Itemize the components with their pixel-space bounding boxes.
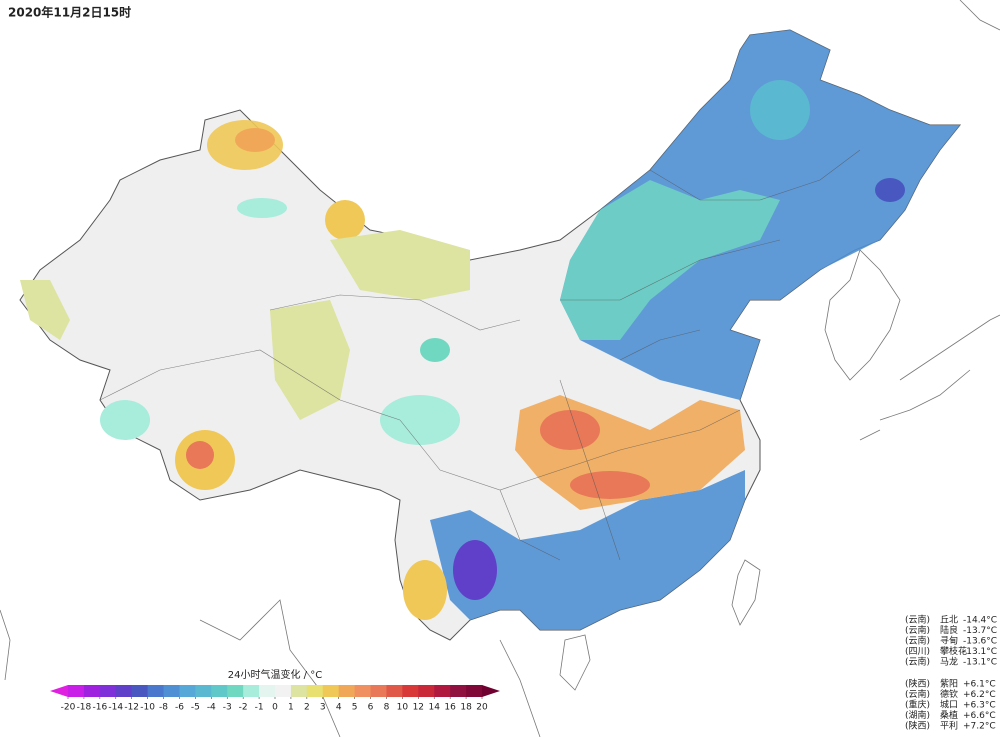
- station-name: 平利: [940, 720, 958, 732]
- color-cell: [227, 685, 244, 697]
- color-cell: [434, 685, 451, 697]
- station-name: 攀枝花: [940, 645, 967, 657]
- station-province: (云南): [905, 635, 930, 647]
- station-value: +6.6°C: [963, 711, 996, 721]
- station-province: (重庆): [905, 699, 930, 711]
- tick-label: 18: [460, 703, 472, 713]
- station-province: (云南): [905, 614, 930, 626]
- station-name: 丘北: [940, 615, 958, 626]
- tick-label: -6: [175, 703, 184, 713]
- tick-label: 4: [336, 703, 342, 713]
- tick-label: 6: [368, 703, 374, 713]
- color-cell: [466, 685, 483, 697]
- station-province: (陕西): [905, 678, 930, 690]
- station-value: -14.4°C: [963, 616, 997, 626]
- tick-label: 3: [320, 703, 326, 713]
- station-value: -13.1°C: [963, 647, 997, 657]
- station-province: (云南): [905, 656, 930, 668]
- station-name: 城口: [940, 700, 958, 711]
- station-value: -13.6°C: [963, 637, 997, 647]
- color-cell: [211, 685, 228, 697]
- tick-label: -14: [108, 703, 123, 713]
- province-borders: [99, 149, 861, 561]
- color-cell: [131, 685, 149, 697]
- tick-label: 16: [444, 703, 456, 713]
- station-value: -13.7°C: [963, 626, 997, 636]
- tick-label: 2: [304, 703, 310, 713]
- station-province: (云南): [905, 624, 930, 636]
- color-cell: [83, 685, 101, 697]
- station-province: (云南): [905, 688, 930, 700]
- tick-label: 8: [384, 703, 390, 713]
- station-province: (四川): [905, 647, 930, 657]
- station-list: (云南) 丘北 -14.4°C (云南) 陆良 -13.7°C (云南) 寻甸 -13.6°C (…: [905, 614, 997, 732]
- color-cell: [68, 685, 85, 697]
- tick-label: -12: [124, 703, 139, 713]
- tick-label: 10: [397, 703, 409, 713]
- arrow-below: [50, 685, 68, 697]
- tick-label: 5: [352, 703, 358, 713]
- tick-label: -18: [77, 703, 92, 713]
- tick-label: -10: [140, 703, 155, 713]
- color-cell: [450, 685, 467, 697]
- station-value: +7.2°C: [963, 722, 996, 732]
- colorbar: -20 -18 -16 -14 -12 -10 -8 -6 -5 -4 -3 -2 -1 0 1 2 3 4 5 6 8…: [50, 685, 500, 713]
- color-cell: [290, 685, 308, 697]
- color-cell: [179, 685, 196, 697]
- station-name: 寻甸: [940, 635, 958, 647]
- legend-title: 24小时气温变化 / °C: [228, 668, 322, 681]
- station-value: +6.2°C: [963, 690, 996, 700]
- color-cell: [338, 685, 356, 697]
- color-cell: [354, 685, 372, 697]
- station-name: 紫阳: [940, 679, 958, 690]
- tick-label: 0: [272, 703, 278, 713]
- color-cell: [275, 685, 292, 697]
- tick-label: 20: [476, 703, 488, 713]
- color-cell: [418, 685, 435, 697]
- station-name: 德钦: [940, 688, 958, 700]
- tick-label: 12: [413, 703, 424, 713]
- temperature-change-field: [20, 30, 960, 630]
- station-name: 桑植: [940, 709, 958, 721]
- color-cell: [195, 685, 212, 697]
- color-cell: [163, 685, 180, 697]
- color-cell: [370, 685, 387, 697]
- color-cell: [322, 685, 340, 697]
- tick-label: -5: [191, 703, 200, 713]
- tick-label: -16: [92, 703, 107, 713]
- color-cell: [402, 685, 419, 697]
- arrow-above: [482, 685, 500, 697]
- map-title: 2020年11月2日15时: [8, 5, 131, 20]
- station-value: +6.1°C: [963, 680, 996, 690]
- tick-label: -8: [159, 703, 168, 713]
- tick-label: 1: [288, 703, 294, 713]
- station-value: +6.3°C: [963, 701, 996, 711]
- station-name: 陆良: [940, 624, 958, 636]
- tick-label: 14: [429, 703, 441, 713]
- color-cell: [306, 685, 324, 697]
- tick-label: -2: [239, 703, 248, 713]
- color-cell: [115, 685, 133, 697]
- tick-label: -4: [207, 703, 216, 713]
- color-cell: [147, 685, 165, 697]
- tick-label: -3: [223, 703, 232, 713]
- color-cell: [99, 685, 117, 697]
- color-cell: [259, 685, 276, 697]
- station-province: (陕西): [905, 720, 930, 732]
- station-province: (湖南): [905, 709, 930, 721]
- station-name: 马龙: [940, 656, 958, 668]
- station-value: -13.1°C: [963, 658, 997, 668]
- tick-label: -20: [61, 703, 76, 713]
- tick-label: -1: [255, 703, 264, 713]
- color-cell: [386, 685, 403, 697]
- color-cell: [243, 685, 260, 697]
